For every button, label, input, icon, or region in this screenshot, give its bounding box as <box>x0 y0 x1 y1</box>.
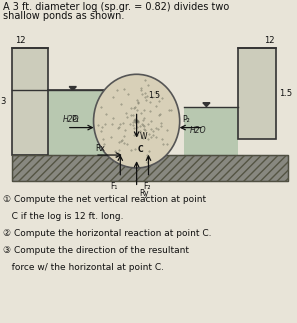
Text: 1.5: 1.5 <box>148 91 160 100</box>
Text: 1.5: 1.5 <box>279 89 292 98</box>
Text: A 3 ft. diameter log (sp.gr. = 0.82) divides two: A 3 ft. diameter log (sp.gr. = 0.82) div… <box>3 2 229 12</box>
Text: ① Compute the net vertical reaction at point: ① Compute the net vertical reaction at p… <box>3 195 206 204</box>
Text: ③ Compute the direction of the resultant: ③ Compute the direction of the resultant <box>3 246 189 255</box>
Text: H2O: H2O <box>190 126 207 135</box>
Text: F₁: F₁ <box>111 182 118 192</box>
Text: C: C <box>138 145 144 154</box>
Bar <box>12 155 288 181</box>
Polygon shape <box>69 87 76 90</box>
Text: P₁: P₁ <box>71 115 79 124</box>
Bar <box>48 90 107 155</box>
Text: Rx: Rx <box>95 144 105 153</box>
Bar <box>12 48 48 155</box>
Bar <box>238 48 276 139</box>
Text: 12: 12 <box>264 36 275 45</box>
Bar <box>12 155 288 181</box>
Text: F₂: F₂ <box>143 182 151 192</box>
Text: W: W <box>140 132 148 141</box>
Text: Ry: Ry <box>139 189 148 198</box>
Circle shape <box>94 74 180 168</box>
Text: 12: 12 <box>15 36 25 45</box>
Text: 3: 3 <box>0 97 6 106</box>
Bar <box>184 107 238 155</box>
Text: P₂: P₂ <box>183 115 190 124</box>
Polygon shape <box>203 103 210 107</box>
Text: C if the log is 12 ft. long.: C if the log is 12 ft. long. <box>3 212 124 221</box>
Text: force w/ the horizontal at point C.: force w/ the horizontal at point C. <box>3 263 164 272</box>
Text: H2O: H2O <box>62 115 79 124</box>
Text: shallow ponds as shown.: shallow ponds as shown. <box>3 11 124 21</box>
Text: ② Compute the horizontal reaction at point C.: ② Compute the horizontal reaction at poi… <box>3 229 211 238</box>
